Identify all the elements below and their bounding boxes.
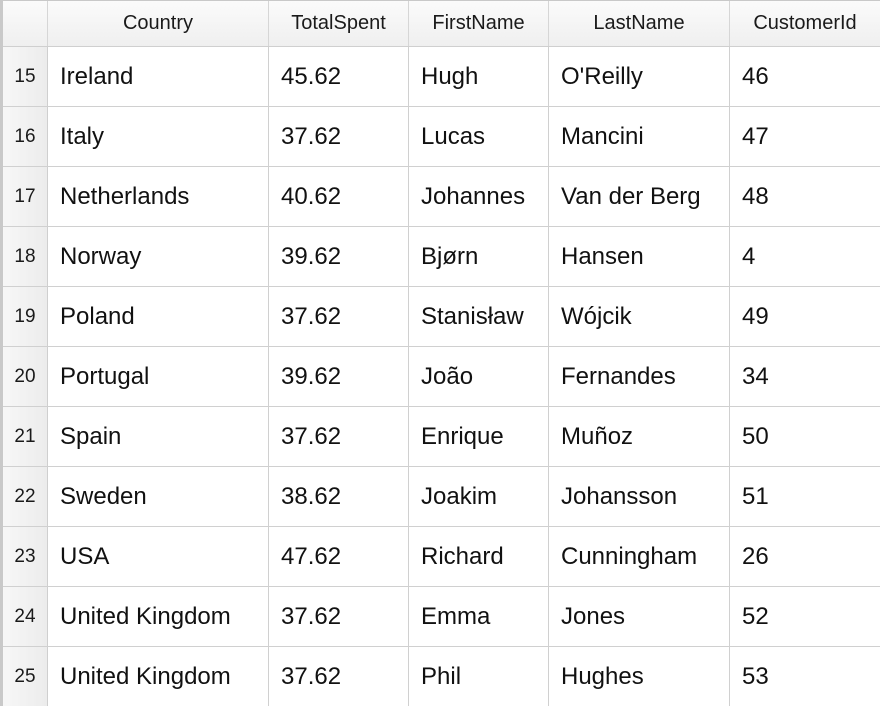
row-number[interactable]: 23 <box>3 527 48 586</box>
cell-lastname[interactable]: Mancini <box>549 107 730 166</box>
table-row[interactable]: 15 Ireland 45.62 Hugh O'Reilly 46 <box>3 47 880 107</box>
cell-lastname[interactable]: Fernandes <box>549 347 730 406</box>
cell-country[interactable]: Italy <box>48 107 269 166</box>
cell-totalspent[interactable]: 37.62 <box>269 287 409 346</box>
table-row[interactable]: 21 Spain 37.62 Enrique Muñoz 50 <box>3 407 880 467</box>
cell-firstname[interactable]: Stanisław <box>409 287 549 346</box>
cell-totalspent[interactable]: 37.62 <box>269 407 409 466</box>
cell-firstname[interactable]: Lucas <box>409 107 549 166</box>
cell-firstname[interactable]: Joakim <box>409 467 549 526</box>
cell-customerid[interactable]: 46 <box>742 63 769 90</box>
cell-country[interactable]: Spain <box>48 407 269 466</box>
cell-customerid[interactable]: 48 <box>742 183 769 210</box>
cell-lastname[interactable]: Wójcik <box>549 287 730 346</box>
cell-lastname[interactable]: O'Reilly <box>549 47 730 106</box>
cell-country[interactable]: Portugal <box>48 347 269 406</box>
cell-lastname[interactable]: Van der Berg <box>549 167 730 226</box>
table-body: 15 Ireland 45.62 Hugh O'Reilly 46 16 Ita… <box>3 47 880 706</box>
column-header-firstname[interactable]: FirstName <box>409 1 549 46</box>
cell-customerid[interactable]: 34 <box>742 363 769 390</box>
cell-country[interactable]: Poland <box>48 287 269 346</box>
row-number[interactable]: 21 <box>3 407 48 466</box>
cell-country[interactable]: Norway <box>48 227 269 286</box>
cell-country[interactable]: Sweden <box>48 467 269 526</box>
column-header-customerid[interactable]: CustomerId <box>753 12 857 34</box>
row-number[interactable]: 22 <box>3 467 48 526</box>
column-header-totalspent[interactable]: TotalSpent <box>269 1 409 46</box>
cell-customerid[interactable]: 4 <box>742 243 756 270</box>
cell-country[interactable]: United Kingdom <box>48 587 269 646</box>
table-row[interactable]: 24 United Kingdom 37.62 Emma Jones 52 <box>3 587 880 647</box>
cell-country[interactable]: United Kingdom <box>48 647 269 706</box>
cell-firstname[interactable]: Hugh <box>409 47 549 106</box>
cell-firstname[interactable]: Phil <box>409 647 549 706</box>
row-number[interactable]: 24 <box>3 587 48 646</box>
table-row[interactable]: 22 Sweden 38.62 Joakim Johansson 51 <box>3 467 880 527</box>
cell-firstname[interactable]: Enrique <box>409 407 549 466</box>
cell-country[interactable]: USA <box>48 527 269 586</box>
column-header-lastname[interactable]: LastName <box>549 1 730 46</box>
cell-customerid[interactable]: 47 <box>742 123 769 150</box>
cell-firstname[interactable]: Bjørn <box>409 227 549 286</box>
row-number-header <box>3 1 48 46</box>
cell-totalspent[interactable]: 45.62 <box>269 47 409 106</box>
cell-customerid[interactable]: 26 <box>742 543 769 570</box>
cell-lastname[interactable]: Muñoz <box>549 407 730 466</box>
column-header-row: Country TotalSpent FirstName LastName Cu… <box>3 1 880 47</box>
row-number[interactable]: 15 <box>3 47 48 106</box>
cell-totalspent[interactable]: 47.62 <box>269 527 409 586</box>
table-row[interactable]: 25 United Kingdom 37.62 Phil Hughes 53 <box>3 647 880 706</box>
table-row[interactable]: 20 Portugal 39.62 João Fernandes 34 <box>3 347 880 407</box>
cell-totalspent[interactable]: 37.62 <box>269 587 409 646</box>
cell-totalspent[interactable]: 38.62 <box>269 467 409 526</box>
cell-firstname[interactable]: Richard <box>409 527 549 586</box>
table-row[interactable]: 18 Norway 39.62 Bjørn Hansen 4 <box>3 227 880 287</box>
cell-lastname[interactable]: Jones <box>549 587 730 646</box>
cell-country[interactable]: Netherlands <box>48 167 269 226</box>
table-row[interactable]: 16 Italy 37.62 Lucas Mancini 47 <box>3 107 880 167</box>
row-number[interactable]: 16 <box>3 107 48 166</box>
cell-totalspent[interactable]: 37.62 <box>269 647 409 706</box>
cell-firstname[interactable]: Emma <box>409 587 549 646</box>
cell-totalspent[interactable]: 37.62 <box>269 107 409 166</box>
cell-lastname[interactable]: Johansson <box>549 467 730 526</box>
row-number[interactable]: 19 <box>3 287 48 346</box>
cell-lastname[interactable]: Hansen <box>549 227 730 286</box>
row-number[interactable]: 20 <box>3 347 48 406</box>
column-header-country[interactable]: Country <box>48 1 269 46</box>
table-row[interactable]: 23 USA 47.62 Richard Cunningham 26 <box>3 527 880 587</box>
row-number[interactable]: 18 <box>3 227 48 286</box>
cell-lastname[interactable]: Cunningham <box>549 527 730 586</box>
cell-lastname[interactable]: Hughes <box>549 647 730 706</box>
row-number[interactable]: 25 <box>3 647 48 706</box>
cell-customerid[interactable]: 53 <box>742 663 769 690</box>
cell-customerid[interactable]: 49 <box>742 303 769 330</box>
row-number[interactable]: 17 <box>3 167 48 226</box>
cell-totalspent[interactable]: 40.62 <box>269 167 409 226</box>
cell-country[interactable]: Ireland <box>48 47 269 106</box>
cell-totalspent[interactable]: 39.62 <box>269 227 409 286</box>
table-row[interactable]: 17 Netherlands 40.62 Johannes Van der Be… <box>3 167 880 227</box>
cell-customerid[interactable]: 51 <box>742 483 769 510</box>
cell-firstname[interactable]: Johannes <box>409 167 549 226</box>
table-row[interactable]: 19 Poland 37.62 Stanisław Wójcik 49 <box>3 287 880 347</box>
cell-customerid[interactable]: 52 <box>742 603 769 630</box>
cell-customerid[interactable]: 50 <box>742 423 769 450</box>
cell-firstname[interactable]: João <box>409 347 549 406</box>
cell-totalspent[interactable]: 39.62 <box>269 347 409 406</box>
